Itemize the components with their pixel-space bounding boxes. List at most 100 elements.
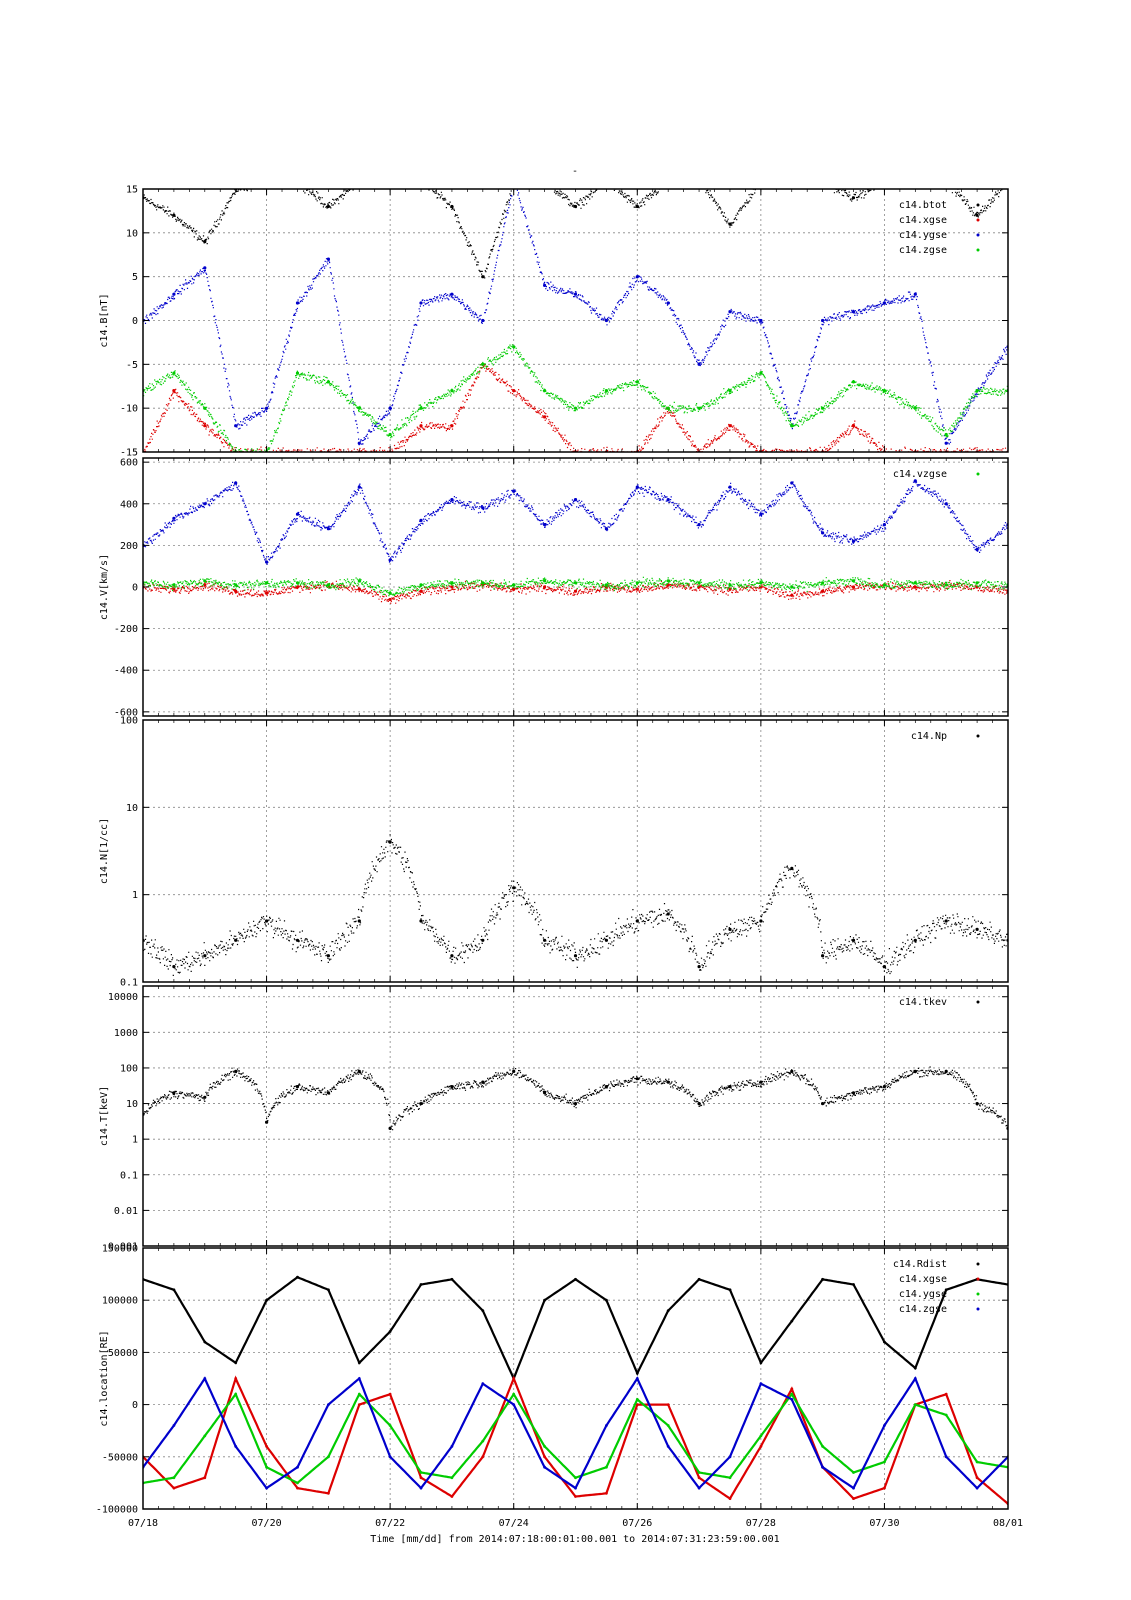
y-tick-label: 200 <box>120 541 138 552</box>
data-point <box>543 1455 546 1459</box>
data-point <box>790 1392 794 1396</box>
data-point <box>944 583 948 587</box>
data-point <box>419 1283 423 1286</box>
x-tick-label: 07/24 <box>499 1518 529 1529</box>
y-tick-label: 0.1 <box>120 1170 138 1181</box>
data-point <box>697 1277 701 1281</box>
y-tick-label: -200 <box>114 624 138 635</box>
scatter-dots <box>143 576 1008 597</box>
data-point <box>388 1330 392 1333</box>
y-axis-title: c14.T[keV] <box>99 1086 110 1146</box>
data-point <box>450 954 454 958</box>
data-point <box>388 1424 392 1427</box>
data-point <box>635 1371 639 1375</box>
y-axis-title: c14.N[1/cc] <box>99 818 110 884</box>
data-point <box>573 292 578 296</box>
data-point <box>574 1486 577 1490</box>
data-point <box>450 1495 454 1498</box>
y-tick-label: -600 <box>114 707 138 718</box>
data-point <box>821 1277 824 1281</box>
legend-marker <box>976 1292 980 1296</box>
series-1-3 <box>143 189 1008 446</box>
data-point <box>821 1465 824 1469</box>
data-point <box>574 1476 577 1480</box>
y-tick-label: 10000 <box>108 992 138 1003</box>
data-point <box>852 1283 855 1286</box>
legend-marker <box>976 1262 980 1266</box>
data-point <box>821 531 825 535</box>
data-point <box>913 1377 917 1380</box>
data-point <box>512 1403 516 1406</box>
data-point <box>203 424 207 428</box>
data-point <box>852 1471 855 1474</box>
data-point <box>697 1476 701 1480</box>
data-point <box>790 1319 794 1323</box>
data-point <box>604 583 609 587</box>
y-tick-label: 10 <box>126 803 138 814</box>
y-tick-label: 15 <box>126 185 138 196</box>
y-tick-label: 1 <box>132 890 138 901</box>
legend-marker <box>976 1000 980 1004</box>
data-point <box>419 1486 423 1490</box>
data-point <box>419 1471 423 1474</box>
data-point <box>296 1481 299 1485</box>
data-point <box>759 1445 763 1448</box>
legend-marker <box>976 734 980 738</box>
data-point <box>388 1392 392 1396</box>
data-point <box>172 1486 176 1490</box>
y-tick-label: -400 <box>114 666 138 677</box>
panel-1: -15 -10 -5 0 5 10 15 c14.B[nT] c14.btot c14.xgse c… <box>99 185 1009 459</box>
legend-marker <box>976 233 980 237</box>
legend-marker <box>976 1307 980 1311</box>
y-tick-label: 400 <box>120 499 138 510</box>
data-point <box>605 1465 608 1469</box>
x-tick-label: 07/26 <box>622 1518 652 1529</box>
y-tick-label: 0.1 <box>120 978 138 989</box>
y-tick-label: 0.01 <box>114 1206 138 1217</box>
data-point <box>450 1445 454 1448</box>
data-point <box>265 1465 268 1469</box>
panel-5: -100000 -50000 0 50000 100000 150000 c14.locat… <box>96 1244 1009 1516</box>
data-point <box>296 1275 299 1279</box>
data-point <box>821 954 825 958</box>
data-point <box>944 1455 948 1459</box>
legend-marker <box>976 203 980 207</box>
scatter-dots <box>143 579 1008 604</box>
data-point <box>203 1476 207 1480</box>
data-point <box>172 1424 176 1427</box>
x-tick-label: 07/30 <box>869 1518 899 1529</box>
y-tick-label: 100 <box>120 1063 138 1074</box>
y-tick-label: -10 <box>120 404 138 415</box>
data-point <box>913 938 917 942</box>
scatter-dots <box>143 479 1008 565</box>
data-point <box>759 919 763 923</box>
data-point <box>419 424 423 428</box>
y-tick-label: 100 <box>120 716 138 727</box>
data-point <box>172 292 176 296</box>
grid <box>143 720 1008 982</box>
data-point <box>944 1288 948 1292</box>
x-axis-title: Time [mm/dd] from 2014:07:18:00:01:00.00… <box>370 1534 779 1545</box>
legend-label: c14.ygse <box>899 1289 947 1300</box>
y-tick-label: -50000 <box>102 1452 138 1463</box>
data-point <box>605 1298 608 1302</box>
data-point <box>975 213 979 217</box>
y-tick-label: 0.001 <box>108 1242 138 1253</box>
legend-label: c14.tkev <box>899 997 947 1008</box>
data-point <box>728 1288 732 1292</box>
data-point <box>357 485 361 489</box>
data-point <box>605 1424 608 1427</box>
data-point <box>605 1491 608 1495</box>
data-point <box>759 1382 763 1386</box>
data-point <box>635 1398 639 1401</box>
legend-label: c14.xgse <box>899 215 947 226</box>
data-point <box>635 1403 639 1406</box>
data-point <box>481 1455 485 1459</box>
data-point <box>759 1434 763 1438</box>
y-tick-label: 10 <box>126 228 138 239</box>
y-tick-label: 1 <box>132 1135 138 1146</box>
y-tick-label: 600 <box>120 458 138 469</box>
data-point <box>172 1288 176 1292</box>
legend-marker <box>976 1277 980 1281</box>
data-point <box>543 1445 546 1448</box>
